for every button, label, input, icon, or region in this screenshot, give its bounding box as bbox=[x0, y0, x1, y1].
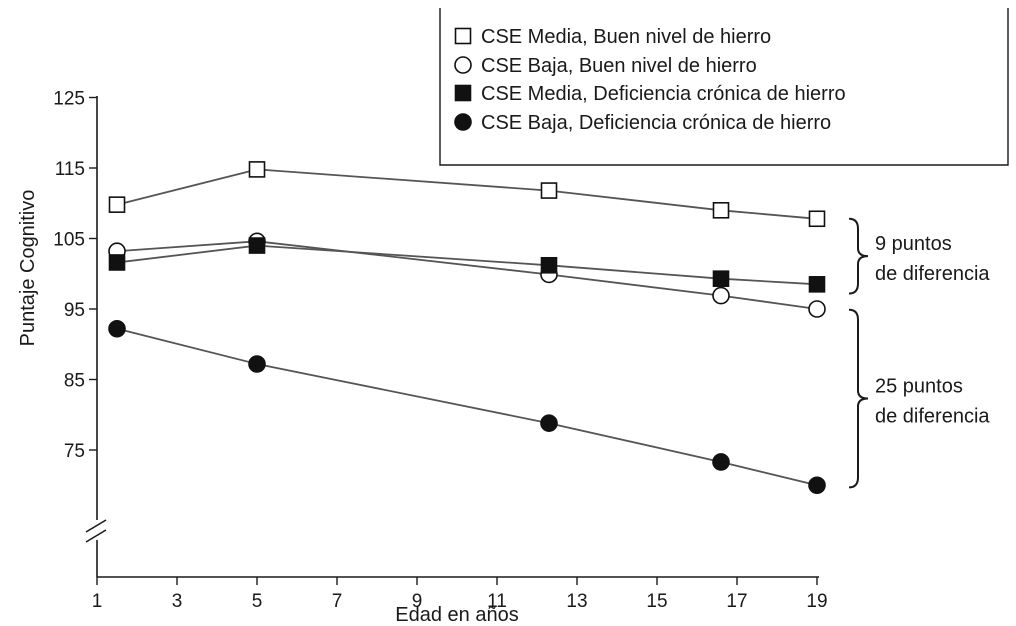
data-point-filled-circle bbox=[108, 319, 126, 338]
data-point-open-circle bbox=[454, 56, 472, 74]
series-1 bbox=[108, 161, 826, 228]
brace bbox=[848, 217, 869, 295]
y-tick-label: 75 bbox=[64, 441, 85, 462]
data-point-filled-circle bbox=[540, 414, 558, 433]
data-point-open-square bbox=[248, 161, 266, 178]
annotations: 9 puntos de diferencia 25 puntos de diferen… bbox=[848, 217, 990, 489]
data-point-filled-circle bbox=[454, 113, 472, 131]
annotation-line-1: 9 puntos bbox=[875, 233, 952, 255]
brace bbox=[848, 308, 869, 489]
x-tick-label: 13 bbox=[566, 591, 587, 612]
legend-item: CSE Baja, Buen nivel de hierro bbox=[454, 55, 757, 77]
legend-label: CSE Baja, Buen nivel de hierro bbox=[481, 55, 757, 77]
data-point-filled-square bbox=[712, 270, 730, 287]
legend: CSE Media, Buen nivel de hierro CSE Baja,… bbox=[439, 8, 1009, 166]
y-tick-label: 115 bbox=[55, 159, 85, 180]
difference-annotation: 9 puntos de diferencia bbox=[848, 217, 990, 295]
data-point-open-circle bbox=[808, 300, 826, 318]
annotation-line-2: de diferencia bbox=[875, 406, 990, 428]
data-point-filled-circle bbox=[248, 355, 266, 373]
annotation-line-1: 25 puntos bbox=[875, 376, 963, 398]
data-point-filled-square bbox=[808, 276, 826, 293]
data-point-filled-circle bbox=[808, 476, 826, 495]
x-tick-label: 15 bbox=[646, 591, 667, 612]
annotation-line-2: de diferencia bbox=[875, 263, 990, 285]
y-axis-title: Puntaje Cognitivo bbox=[17, 190, 39, 347]
data-point-open-square bbox=[108, 196, 126, 213]
series-line bbox=[116, 240, 818, 310]
x-tick-label: 17 bbox=[726, 591, 747, 612]
series-line bbox=[116, 327, 818, 487]
y-tick-label: 85 bbox=[64, 371, 85, 392]
data-point-open-square bbox=[808, 210, 826, 228]
data-point-filled-square bbox=[540, 256, 558, 274]
data-point-open-circle bbox=[712, 286, 730, 305]
legend-box bbox=[439, 8, 1009, 166]
legend-item: CSE Baja, Deficiencia crónica de hierro bbox=[454, 112, 831, 134]
x-tick-label: 3 bbox=[172, 591, 183, 612]
data-point-filled-square bbox=[454, 84, 472, 102]
y-tick-label: 125 bbox=[53, 89, 85, 110]
data-point-open-square bbox=[712, 202, 730, 219]
series-layer bbox=[108, 161, 826, 495]
y-tick-label: 105 bbox=[53, 230, 85, 251]
data-point-filled-circle bbox=[712, 453, 730, 471]
series-4 bbox=[108, 319, 826, 495]
series-3 bbox=[108, 237, 826, 293]
x-tick-label: 9 bbox=[412, 591, 423, 612]
y-axis-break bbox=[85, 519, 107, 543]
data-point-open-square bbox=[540, 182, 558, 199]
data-point-filled-square bbox=[108, 254, 126, 271]
x-tick-label: 11 bbox=[487, 591, 507, 612]
x-tick-label: 19 bbox=[806, 591, 827, 612]
data-point-filled-square bbox=[248, 237, 266, 254]
legend-label: CSE Media, Deficiencia crónica de hierro bbox=[481, 83, 846, 105]
series-line bbox=[116, 168, 818, 220]
y-tick-label: 95 bbox=[64, 300, 85, 321]
legend-label: CSE Baja, Deficiencia crónica de hierro bbox=[481, 112, 831, 134]
x-tick-label: 5 bbox=[252, 591, 263, 612]
data-point-open-square bbox=[454, 27, 472, 45]
difference-annotation: 25 puntos de diferencia bbox=[848, 308, 990, 489]
x-tick-label: 1 bbox=[92, 591, 103, 612]
x-tick-label: 7 bbox=[332, 591, 343, 612]
legend-label: CSE Media, Buen nivel de hierro bbox=[481, 26, 771, 48]
x-axis-title: Edad en años bbox=[395, 604, 518, 626]
legend-item: CSE Media, Buen nivel de hierro bbox=[454, 26, 771, 48]
legend-item: CSE Media, Deficiencia crónica de hierro bbox=[454, 83, 846, 105]
